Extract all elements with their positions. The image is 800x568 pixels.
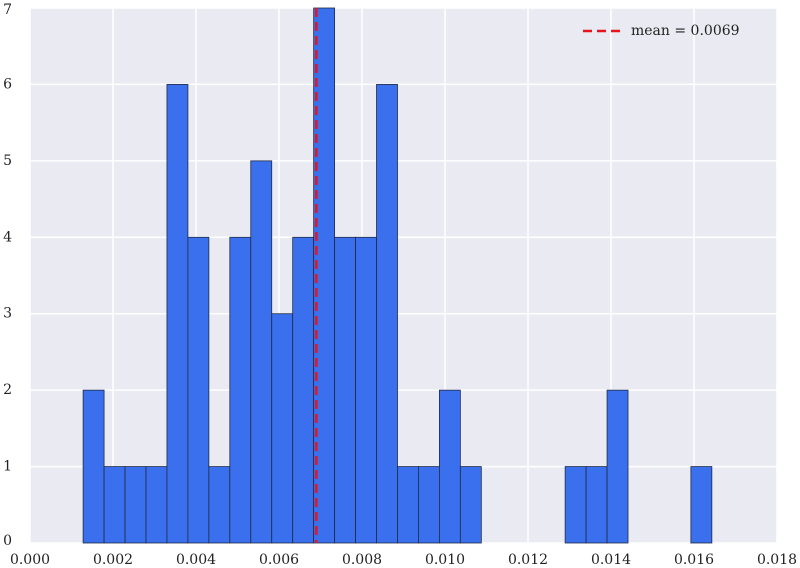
legend-label: mean = 0.0069 — [631, 23, 740, 39]
x-tick-label: 0.010 — [425, 552, 465, 568]
bar — [376, 84, 398, 544]
bar — [250, 160, 273, 544]
bar — [606, 389, 629, 544]
bar — [292, 236, 315, 544]
bar — [103, 466, 126, 544]
bar — [208, 466, 231, 544]
x-tick-label: 0.018 — [757, 552, 797, 568]
bar — [585, 466, 608, 544]
x-tick-label: 0.002 — [93, 552, 133, 568]
bar — [564, 466, 587, 544]
bar — [438, 389, 461, 544]
bar — [82, 389, 105, 544]
x-tick-label: 0.004 — [176, 552, 216, 568]
y-tick-label: 0 — [3, 533, 12, 549]
plot-area — [30, 8, 777, 543]
bar — [187, 236, 210, 544]
bar — [145, 466, 168, 544]
bar — [334, 236, 356, 544]
bar — [166, 84, 189, 544]
x-tick-label: 0.006 — [259, 552, 299, 568]
bar — [459, 466, 482, 544]
bar — [690, 466, 713, 544]
y-tick-label: 4 — [3, 229, 12, 245]
y-tick-label: 6 — [3, 76, 12, 92]
y-tick-label: 7 — [3, 2, 12, 18]
y-tick-label: 3 — [3, 306, 12, 322]
y-tick-label: 1 — [3, 459, 12, 475]
x-tick-label: 0.012 — [508, 552, 548, 568]
bar — [124, 466, 147, 544]
bar — [355, 236, 377, 544]
bar — [229, 236, 252, 544]
y-tick-label: 2 — [3, 382, 12, 398]
bar — [418, 466, 440, 544]
x-tick-label: 0.014 — [591, 552, 631, 568]
x-tick-label: 0.000 — [10, 552, 50, 568]
bar — [271, 313, 294, 544]
y-tick-label: 5 — [3, 153, 12, 169]
bar — [397, 466, 419, 544]
x-tick-label: 0.016 — [674, 552, 714, 568]
x-tick-label: 0.008 — [342, 552, 382, 568]
